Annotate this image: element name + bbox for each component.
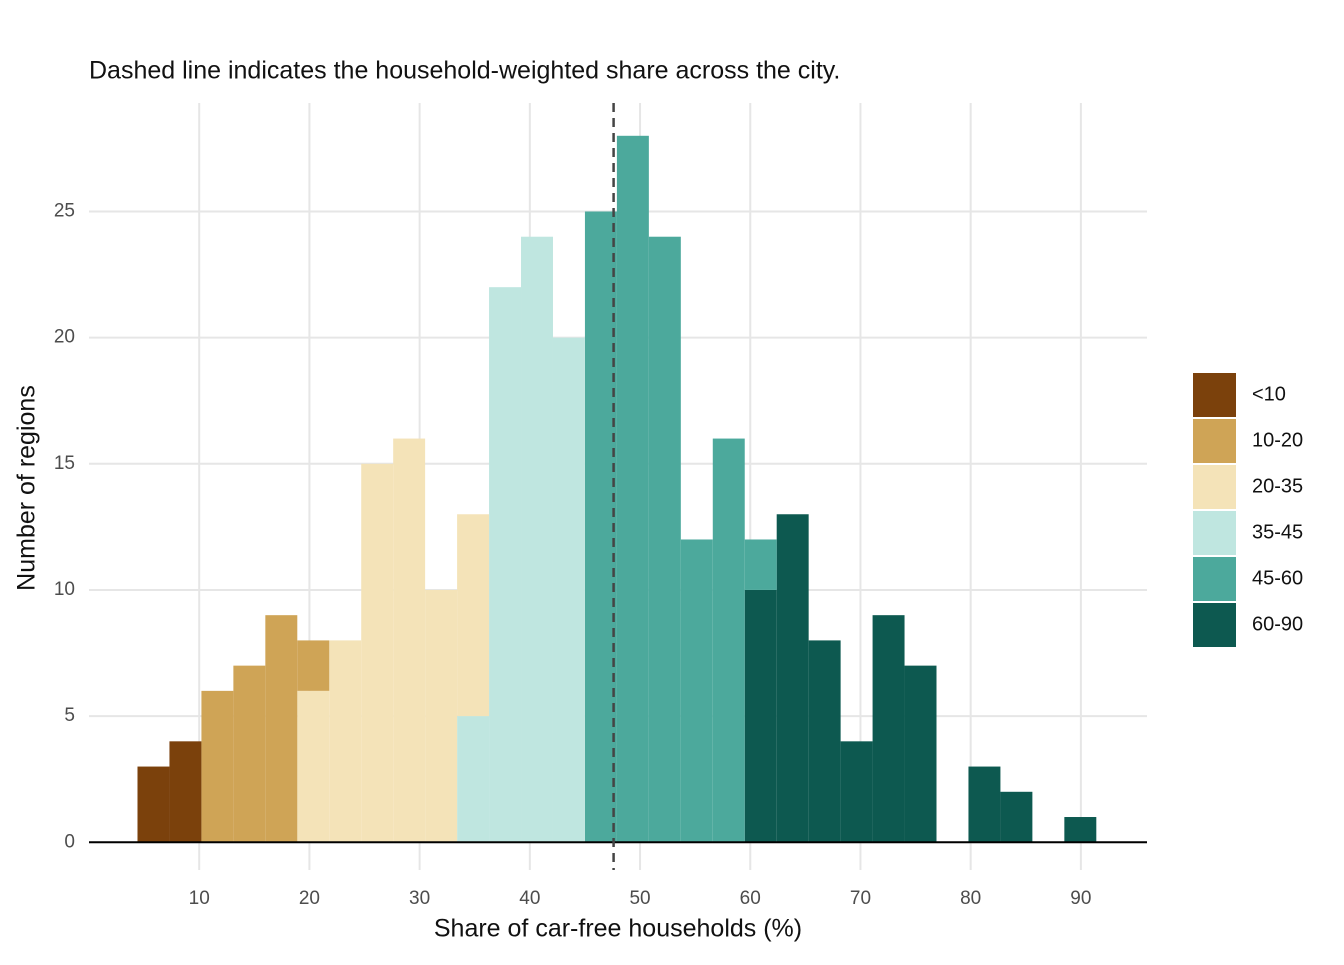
x-tick-label: 50 <box>629 888 650 909</box>
x-tick-label: 20 <box>299 888 320 909</box>
histogram-bar <box>137 766 170 843</box>
legend-label: 60-90 <box>1252 613 1303 635</box>
histogram-bar <box>968 766 1001 843</box>
histogram-bar <box>744 589 777 843</box>
x-tick-label: 70 <box>850 888 871 909</box>
histogram-bar <box>329 640 362 843</box>
y-axis-title: Number of regions <box>13 385 41 591</box>
histogram-bar <box>297 690 330 843</box>
histogram-bar <box>521 236 553 843</box>
histogram-bar <box>712 438 745 843</box>
histogram-bar <box>616 135 649 843</box>
legend-label: <10 <box>1252 383 1286 405</box>
legend-label: 35-45 <box>1252 521 1303 543</box>
legend-swatch <box>1193 465 1236 509</box>
histogram-bar <box>361 463 394 843</box>
y-tick-label: 10 <box>54 579 75 600</box>
histogram-bar <box>201 690 234 843</box>
legend-label: 10-20 <box>1252 429 1303 451</box>
histogram-bar <box>457 716 490 843</box>
y-tick-label: 0 <box>64 831 75 852</box>
y-tick-label: 25 <box>54 201 75 222</box>
histogram-bar <box>457 514 490 717</box>
histogram-bar <box>425 589 458 843</box>
histogram-bar <box>904 665 937 843</box>
histogram-bar <box>744 539 777 590</box>
legend-swatch <box>1193 603 1236 647</box>
x-tick-label: 40 <box>519 888 540 909</box>
legend-label: 45-60 <box>1252 567 1303 589</box>
legend-swatch <box>1193 373 1236 417</box>
histogram-bar <box>552 337 585 843</box>
histogram-bar <box>393 438 426 843</box>
x-tick-label: 30 <box>409 888 430 909</box>
histogram-bar <box>680 539 713 843</box>
histogram-bar <box>233 665 266 843</box>
legend-swatch <box>1193 557 1236 601</box>
legend-label: 20-35 <box>1252 475 1303 497</box>
histogram-bar <box>808 640 841 843</box>
chart-subtitle: Dashed line indicates the household-weig… <box>89 57 840 85</box>
histogram-bar <box>648 236 681 843</box>
histogram-bar <box>872 615 905 843</box>
histogram-bar <box>584 211 617 843</box>
x-tick-label: 10 <box>189 888 210 909</box>
histogram-bar <box>489 287 522 843</box>
histogram-bar <box>840 741 873 843</box>
histogram-bar <box>297 640 330 691</box>
x-tick-label: 90 <box>1070 888 1091 909</box>
histogram-bar <box>265 615 298 843</box>
histogram-bar <box>1064 817 1097 843</box>
legend-swatch <box>1193 419 1236 463</box>
x-tick-label: 80 <box>960 888 981 909</box>
histogram-bar <box>776 514 809 843</box>
y-tick-label: 20 <box>54 327 75 348</box>
x-tick-label: 60 <box>740 888 761 909</box>
y-tick-label: 5 <box>64 705 75 726</box>
histogram-bar <box>1000 791 1033 843</box>
histogram-bar <box>169 741 202 843</box>
y-tick-label: 15 <box>54 453 75 474</box>
legend-swatch <box>1193 511 1236 555</box>
x-axis-title: Share of car-free households (%) <box>434 915 802 943</box>
